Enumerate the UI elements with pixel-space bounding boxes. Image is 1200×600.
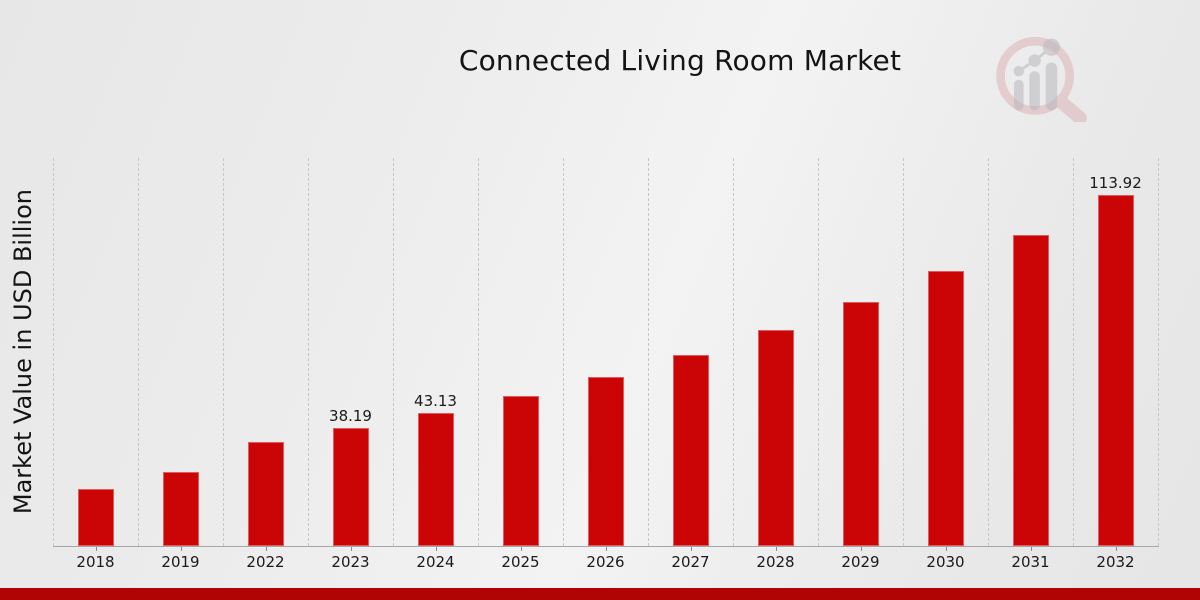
x-axis-label-2028: 2028 bbox=[756, 553, 795, 571]
gridline bbox=[903, 158, 904, 546]
x-axis-tick bbox=[180, 547, 182, 551]
x-axis-tick bbox=[265, 547, 267, 551]
x-axis-label-2019: 2019 bbox=[161, 553, 200, 571]
gridline bbox=[478, 158, 479, 546]
bar-2027 bbox=[672, 355, 709, 546]
x-axis-label-2031: 2031 bbox=[1011, 553, 1050, 571]
gridline bbox=[988, 158, 989, 546]
gridline bbox=[138, 158, 139, 546]
x-axis-label-2026: 2026 bbox=[586, 553, 625, 571]
x-axis-tick bbox=[1115, 547, 1117, 551]
bar-2026 bbox=[587, 377, 624, 546]
bar-2024 bbox=[417, 413, 454, 546]
y-axis-label: Market Value in USD Billion bbox=[9, 189, 37, 515]
bar-2022 bbox=[247, 442, 284, 546]
x-axis-tick bbox=[945, 547, 947, 551]
bar-value-label-2024: 43.13 bbox=[414, 392, 457, 410]
x-axis-tick bbox=[860, 547, 862, 551]
x-axis-tick bbox=[690, 547, 692, 551]
x-axis-label-2023: 2023 bbox=[331, 553, 370, 571]
x-axis-tick bbox=[435, 547, 437, 551]
x-axis-label-2022: 2022 bbox=[246, 553, 285, 571]
x-axis-tick bbox=[520, 547, 522, 551]
bar-2030 bbox=[927, 271, 964, 546]
x-axis-label-2032: 2032 bbox=[1096, 553, 1135, 571]
bar-2031 bbox=[1012, 235, 1049, 546]
bar-value-label-2023: 38.19 bbox=[329, 407, 372, 425]
bar-2018 bbox=[77, 489, 114, 546]
magnifier-bar-chart-logo-icon bbox=[996, 37, 1087, 122]
gridline bbox=[818, 158, 819, 546]
bar-2032 bbox=[1097, 195, 1134, 546]
gridline bbox=[1073, 158, 1074, 546]
bar-2029 bbox=[842, 302, 879, 546]
chart-title: Connected Living Room Market bbox=[458, 44, 902, 77]
gridline bbox=[223, 158, 224, 546]
bar-2025 bbox=[502, 396, 539, 546]
bar-value-label-2032: 113.92 bbox=[1089, 174, 1142, 192]
gridline bbox=[648, 158, 649, 546]
x-axis-label-2025: 2025 bbox=[501, 553, 540, 571]
x-axis-tick bbox=[605, 547, 607, 551]
x-axis-tick bbox=[350, 547, 352, 551]
bottom-accent-band bbox=[0, 588, 1200, 600]
x-axis-label-2027: 2027 bbox=[671, 553, 710, 571]
x-axis-label-2030: 2030 bbox=[926, 553, 965, 571]
gridline bbox=[393, 158, 394, 546]
bar-2023 bbox=[332, 428, 369, 546]
plot-area: 2018 2019 2022 38.19 2023 43.13 2024 2025 2026 20… bbox=[53, 158, 1159, 571]
gridline bbox=[733, 158, 734, 546]
bar-2019 bbox=[162, 472, 199, 546]
gridline bbox=[1158, 158, 1159, 546]
x-axis-tick bbox=[775, 547, 777, 551]
y-axis-label-wrap: Market Value in USD Billion bbox=[0, 158, 46, 546]
x-axis-label-2018: 2018 bbox=[76, 553, 115, 571]
x-axis-tick bbox=[1030, 547, 1032, 551]
x-axis-label-2024: 2024 bbox=[416, 553, 455, 571]
bar-2028 bbox=[757, 330, 794, 546]
gridline bbox=[308, 158, 309, 546]
gridline bbox=[53, 158, 54, 546]
x-axis-tick bbox=[95, 547, 97, 551]
x-axis-label-2029: 2029 bbox=[841, 553, 880, 571]
gridline bbox=[563, 158, 564, 546]
